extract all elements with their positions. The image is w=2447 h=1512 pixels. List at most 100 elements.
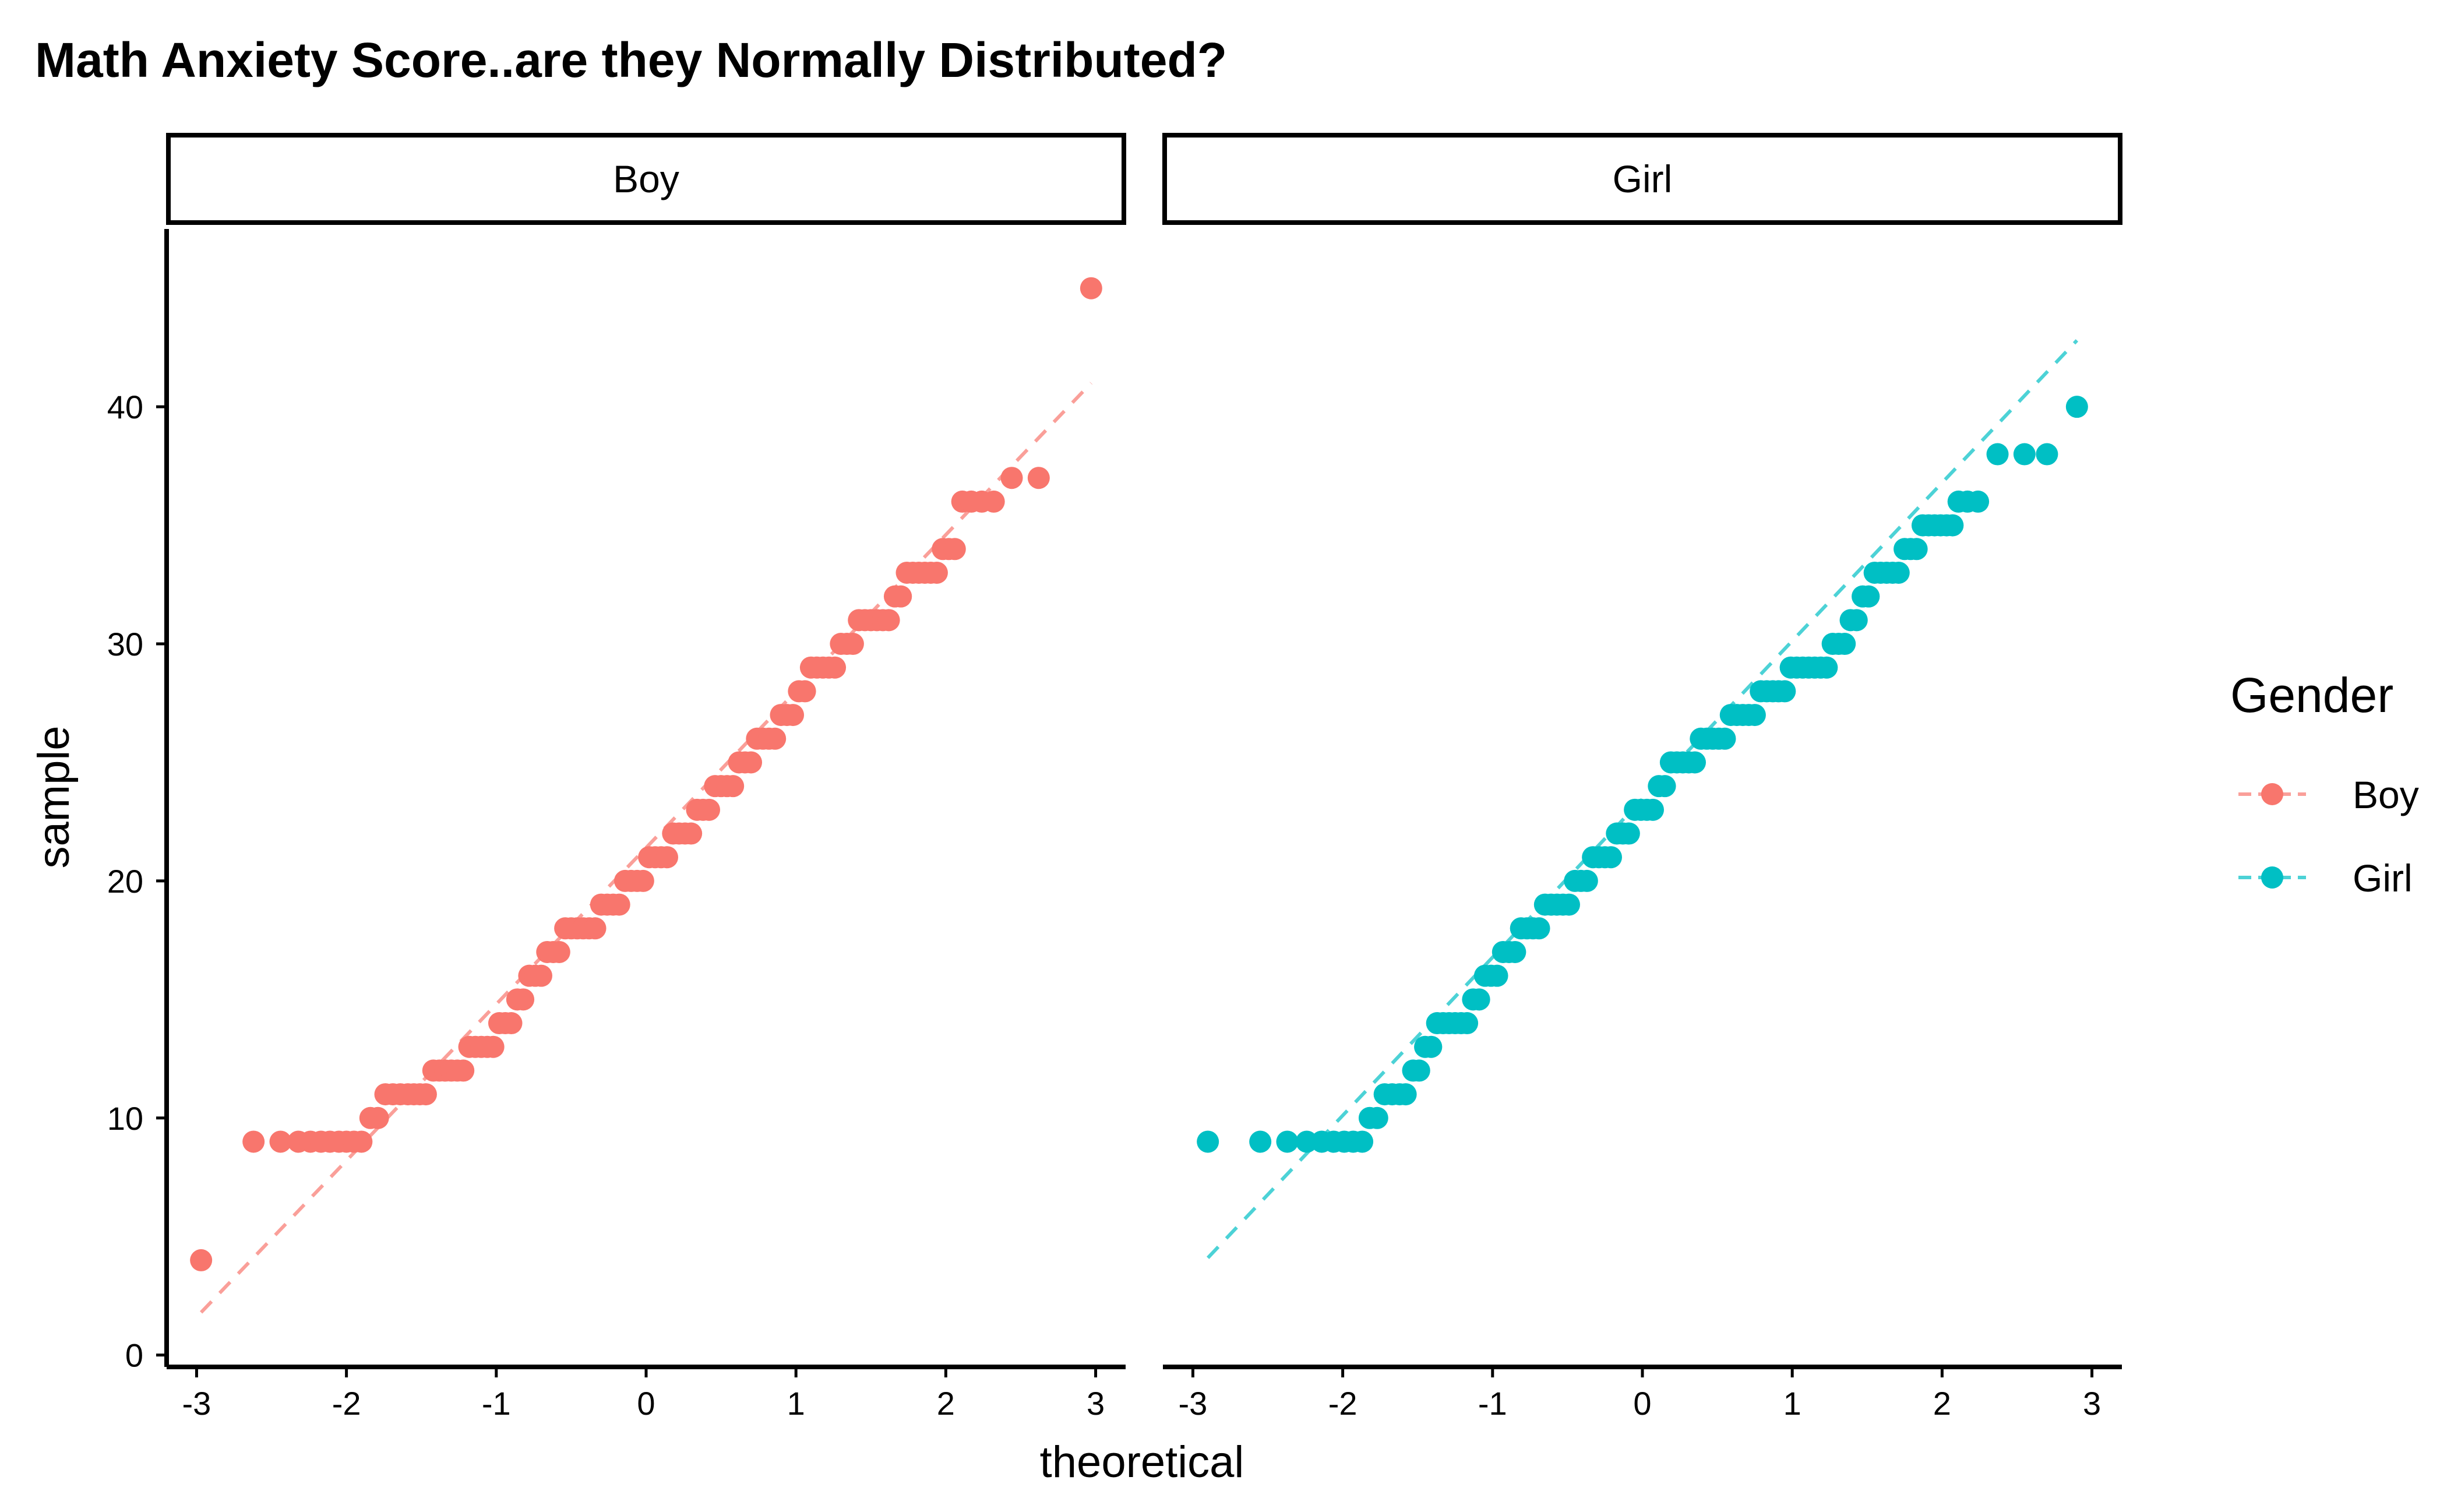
y-tick-label: 40: [107, 389, 143, 425]
data-point: [1887, 561, 1910, 584]
data-point: [1905, 538, 1928, 561]
legend-key-point: [2261, 866, 2283, 889]
x-tick-label: -3: [1179, 1385, 1208, 1422]
data-point: [680, 822, 703, 845]
data-point: [190, 1249, 213, 1271]
data-point: [1394, 1083, 1417, 1106]
x-tick-label: 1: [787, 1385, 805, 1422]
chart-title: Math Anxiety Score..are they Normally Di…: [35, 33, 1227, 87]
y-tick-label: 0: [125, 1337, 143, 1374]
data-point: [1456, 1012, 1479, 1035]
data-point: [1486, 964, 1508, 987]
legend-entries: Boy Girl: [2238, 773, 2419, 900]
data-point: [740, 751, 763, 774]
data-point: [2036, 443, 2058, 466]
data-point: [482, 1035, 505, 1058]
data-point: [500, 1012, 523, 1035]
legend-entry-boy: Boy: [2238, 773, 2419, 816]
data-point: [794, 680, 816, 703]
data-point: [242, 1130, 265, 1153]
y-tick-label: 20: [107, 863, 143, 900]
data-point: [548, 940, 570, 963]
x-tick-label: -3: [182, 1385, 211, 1422]
data-point: [943, 538, 966, 561]
strip-label: Boy: [613, 157, 679, 200]
data-point: [1815, 656, 1838, 679]
data-point: [890, 585, 912, 608]
data-point: [2013, 443, 2036, 466]
x-tick-label: 0: [1633, 1385, 1651, 1422]
panel-girl: Girl -3 -2 -1 0 1 2 3: [1162, 133, 2122, 1422]
data-point: [722, 775, 745, 798]
y-axis-title: sample: [29, 726, 79, 869]
data-point: [1834, 633, 1856, 655]
data-point: [1408, 1059, 1430, 1082]
data-point: [414, 1083, 437, 1106]
data-point: [1773, 680, 1796, 703]
data-point: [764, 727, 787, 750]
data-point: [350, 1130, 373, 1153]
data-point: [1197, 1130, 1219, 1153]
strip-label: Girl: [1613, 157, 1673, 200]
data-point: [1941, 514, 1964, 537]
data-point: [1857, 585, 1880, 608]
data-point: [1575, 869, 1598, 892]
x-tick-label: 3: [1087, 1385, 1105, 1422]
data-point: [1276, 1130, 1299, 1153]
x-tick-label: 3: [2083, 1385, 2101, 1422]
data-point: [877, 609, 900, 632]
strip-box: [1162, 133, 2122, 225]
data-point: [1249, 1130, 1272, 1153]
x-tick-label: 1: [1783, 1385, 1801, 1422]
data-point: [1351, 1130, 1374, 1153]
data-point: [530, 964, 552, 987]
data-point: [452, 1059, 475, 1082]
x-tick-label: 2: [1933, 1385, 1951, 1422]
data-point: [1366, 1106, 1388, 1129]
y-tick-label: 10: [107, 1100, 143, 1137]
data-point: [1027, 467, 1050, 489]
legend-key-point: [2261, 783, 2283, 805]
x-axis-title: theoretical: [1040, 1437, 1244, 1487]
data-point: [1653, 775, 1676, 798]
data-point: [656, 846, 679, 869]
data-point: [1420, 1035, 1443, 1058]
data-point: [512, 988, 535, 1011]
data-point: [925, 561, 948, 584]
y-tick-label: 30: [107, 626, 143, 662]
data-point: [2065, 396, 2088, 418]
data-point: [632, 869, 654, 892]
x-tick-label: -2: [1328, 1385, 1358, 1422]
data-point: [782, 704, 805, 727]
data-point: [982, 490, 1005, 513]
x-tick-label: -1: [482, 1385, 511, 1422]
data-point: [1967, 490, 1990, 513]
data-point: [1528, 917, 1550, 940]
data-point: [1642, 798, 1665, 821]
legend: Gender Boy Girl: [2230, 668, 2419, 900]
data-point: [1468, 988, 1490, 1011]
legend-label: Boy: [2353, 773, 2419, 816]
data-point: [841, 633, 864, 655]
x-tick-label: -1: [1478, 1385, 1507, 1422]
legend-title: Gender: [2230, 668, 2393, 722]
strip-box: [166, 133, 1126, 225]
data-point: [1845, 609, 1868, 632]
data-point: [608, 893, 630, 916]
x-tick-label: -2: [332, 1385, 361, 1422]
points-girl: [1197, 396, 2088, 1153]
data-point: [1080, 277, 1102, 299]
data-point: [1617, 822, 1640, 845]
data-point: [1000, 467, 1023, 489]
data-point: [698, 798, 721, 821]
data-point: [1743, 704, 1766, 727]
legend-label: Girl: [2353, 857, 2413, 900]
x-tick-label: 2: [937, 1385, 955, 1422]
data-point: [584, 917, 607, 940]
legend-entry-girl: Girl: [2238, 857, 2413, 900]
data-point: [1713, 727, 1736, 750]
